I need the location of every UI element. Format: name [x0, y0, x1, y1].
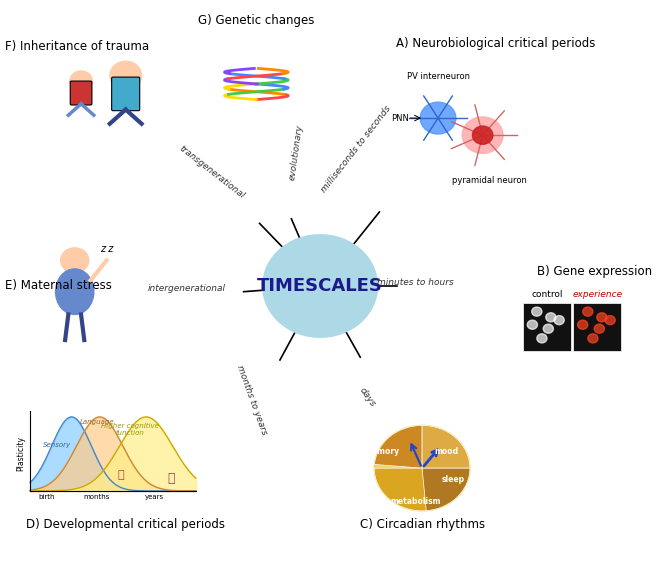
Text: months to years: months to years [235, 364, 269, 436]
Text: E) Maternal stress: E) Maternal stress [5, 280, 112, 292]
Circle shape [374, 426, 470, 511]
Circle shape [420, 102, 456, 134]
Text: control: control [532, 289, 562, 299]
FancyBboxPatch shape [523, 303, 571, 351]
Circle shape [578, 320, 588, 329]
Ellipse shape [56, 269, 94, 315]
Circle shape [554, 316, 564, 325]
Text: PNN: PNN [391, 114, 409, 122]
Text: transgenerational: transgenerational [177, 144, 246, 200]
Text: D) Developmental critical periods: D) Developmental critical periods [26, 518, 225, 531]
Text: years: years [144, 494, 164, 500]
Circle shape [588, 334, 598, 343]
Text: Language: Language [80, 419, 114, 426]
Wedge shape [422, 468, 470, 511]
Circle shape [597, 313, 607, 322]
Circle shape [472, 126, 493, 144]
Text: 10 μm: 10 μm [536, 353, 558, 359]
Text: C) Circadian rhythms: C) Circadian rhythms [360, 518, 485, 531]
Text: evolutionary: evolutionary [288, 124, 304, 181]
Text: birth: birth [38, 494, 55, 500]
Circle shape [537, 334, 547, 343]
FancyBboxPatch shape [71, 81, 92, 105]
Wedge shape [374, 468, 426, 511]
Circle shape [528, 320, 538, 329]
Text: experience: experience [573, 289, 622, 299]
Text: months: months [83, 494, 110, 500]
Text: z z: z z [100, 244, 114, 254]
Text: 🧍: 🧍 [167, 472, 175, 485]
Text: Plasticity: Plasticity [16, 436, 25, 471]
Circle shape [543, 324, 554, 333]
Text: pyramidal neuron: pyramidal neuron [452, 176, 526, 185]
Circle shape [594, 324, 604, 333]
Text: mood: mood [435, 447, 459, 455]
Text: F) Inheritance of trauma: F) Inheritance of trauma [5, 39, 149, 53]
Text: PV interneuron: PV interneuron [407, 72, 470, 81]
Text: memory: memory [365, 447, 400, 455]
Circle shape [532, 307, 542, 316]
Text: A) Neurobiological critical periods: A) Neurobiological critical periods [396, 37, 595, 50]
Text: metabolism: metabolism [390, 496, 441, 506]
FancyBboxPatch shape [573, 303, 621, 351]
Circle shape [263, 235, 378, 337]
Text: TIMESCALES: TIMESCALES [257, 277, 383, 295]
FancyBboxPatch shape [112, 77, 140, 110]
Text: sleep: sleep [442, 475, 464, 484]
Circle shape [110, 61, 142, 90]
Text: Sensory: Sensory [43, 442, 71, 447]
Circle shape [462, 117, 503, 153]
Text: 👤: 👤 [118, 470, 124, 479]
Circle shape [605, 316, 616, 325]
Circle shape [60, 248, 89, 273]
Text: minutes to hours: minutes to hours [378, 277, 454, 287]
Wedge shape [374, 426, 422, 468]
Text: intergenerational: intergenerational [147, 284, 225, 293]
Text: G) Genetic changes: G) Genetic changes [198, 14, 314, 27]
Text: days: days [358, 386, 377, 408]
Circle shape [70, 71, 93, 92]
Circle shape [546, 313, 556, 322]
Text: Higher cognitive
function: Higher cognitive function [101, 423, 159, 436]
Circle shape [583, 307, 593, 316]
Text: milliseconds to seconds: milliseconds to seconds [319, 104, 392, 194]
Wedge shape [422, 426, 470, 468]
Text: B) Gene expression: B) Gene expression [537, 265, 652, 278]
